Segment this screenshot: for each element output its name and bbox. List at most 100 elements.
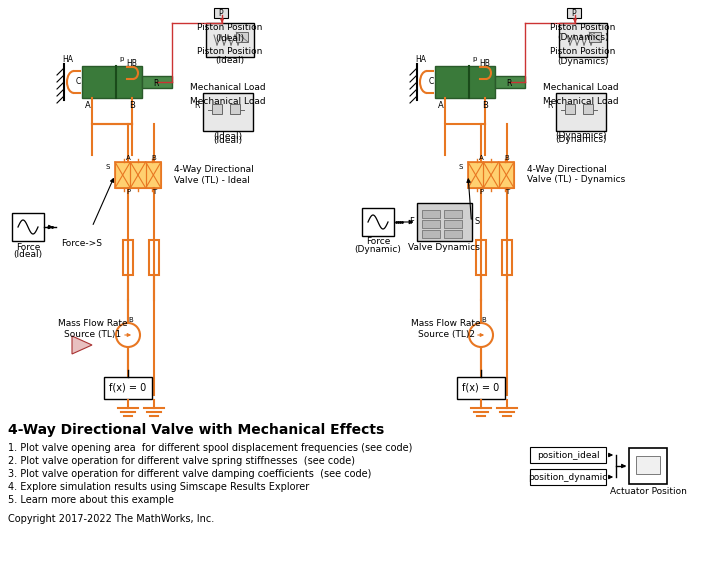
Text: position_dynamic: position_dynamic bbox=[528, 472, 608, 482]
Text: 4-Way Directional Valve with Mechanical Effects: 4-Way Directional Valve with Mechanical … bbox=[8, 423, 384, 437]
Text: C: C bbox=[76, 77, 80, 86]
Bar bbox=[629, 448, 667, 484]
Text: Source (TL)1: Source (TL)1 bbox=[64, 331, 121, 340]
Bar bbox=[495, 76, 525, 88]
Bar bbox=[468, 162, 514, 188]
Text: (Ideal): (Ideal) bbox=[213, 132, 243, 141]
Circle shape bbox=[469, 323, 493, 347]
Text: (Dynamics): (Dynamics) bbox=[557, 34, 609, 42]
Bar bbox=[457, 377, 505, 399]
Text: Mechanical Load: Mechanical Load bbox=[543, 97, 619, 106]
Text: Valve (TL) - Ideal: Valve (TL) - Ideal bbox=[174, 176, 250, 185]
Bar bbox=[468, 162, 484, 188]
Text: B: B bbox=[481, 317, 486, 323]
Text: B: B bbox=[482, 101, 488, 110]
Bar bbox=[12, 213, 44, 241]
Text: P: P bbox=[126, 189, 130, 195]
Bar bbox=[502, 240, 512, 275]
Bar bbox=[444, 230, 462, 238]
Text: f(x) = 0: f(x) = 0 bbox=[109, 383, 147, 393]
Text: position_ideal: position_ideal bbox=[537, 451, 599, 459]
Text: Source (TL)2: Source (TL)2 bbox=[417, 331, 474, 340]
Text: Piston Position: Piston Position bbox=[197, 47, 263, 57]
Circle shape bbox=[116, 323, 140, 347]
Text: P: P bbox=[219, 9, 223, 18]
Bar bbox=[236, 32, 248, 42]
Bar bbox=[131, 162, 145, 188]
Text: R: R bbox=[153, 80, 159, 89]
Text: A: A bbox=[85, 101, 91, 110]
Text: (Dynamic): (Dynamic) bbox=[354, 245, 402, 255]
Text: Force: Force bbox=[16, 243, 40, 252]
Text: Mechanical Load: Mechanical Load bbox=[190, 82, 266, 92]
Bar bbox=[212, 104, 222, 114]
Text: R: R bbox=[506, 80, 512, 89]
Bar bbox=[206, 23, 254, 57]
Text: Mass Flow Rate: Mass Flow Rate bbox=[58, 319, 128, 328]
Text: R: R bbox=[547, 101, 553, 110]
Text: B: B bbox=[129, 101, 135, 110]
Text: B: B bbox=[152, 155, 156, 161]
Text: P: P bbox=[479, 189, 483, 195]
Text: S: S bbox=[459, 164, 463, 170]
Text: Force: Force bbox=[366, 237, 390, 247]
Bar bbox=[498, 162, 514, 188]
Bar bbox=[123, 240, 133, 275]
Bar bbox=[530, 447, 606, 463]
Bar bbox=[422, 210, 440, 218]
Text: (Dynamics): (Dynamics) bbox=[555, 132, 606, 141]
Bar bbox=[214, 8, 228, 18]
Polygon shape bbox=[72, 336, 92, 354]
Text: HA: HA bbox=[63, 55, 73, 65]
Bar bbox=[362, 208, 394, 236]
Text: (Dynamics): (Dynamics) bbox=[557, 57, 609, 66]
Bar bbox=[230, 104, 240, 114]
Bar bbox=[203, 93, 253, 131]
Text: 4-Way Directional: 4-Way Directional bbox=[174, 165, 253, 173]
Text: Copyright 2017-2022 The MathWorks, Inc.: Copyright 2017-2022 The MathWorks, Inc. bbox=[8, 514, 214, 524]
Text: HB: HB bbox=[479, 58, 491, 67]
Text: HB: HB bbox=[126, 58, 138, 67]
Bar bbox=[636, 456, 660, 474]
Text: F: F bbox=[409, 217, 414, 227]
Bar bbox=[115, 162, 161, 188]
Text: Force->S: Force->S bbox=[61, 240, 102, 248]
Text: S: S bbox=[106, 164, 110, 170]
Bar bbox=[565, 104, 575, 114]
Text: A: A bbox=[438, 101, 444, 110]
Text: T: T bbox=[152, 189, 156, 195]
Bar bbox=[567, 8, 581, 18]
Text: B: B bbox=[128, 317, 133, 323]
Bar bbox=[142, 76, 172, 88]
Bar bbox=[589, 32, 601, 42]
Text: HA: HA bbox=[416, 55, 426, 65]
Bar bbox=[435, 66, 495, 98]
Text: (Ideal): (Ideal) bbox=[215, 34, 244, 42]
Bar bbox=[444, 210, 462, 218]
Text: Actuator Position: Actuator Position bbox=[609, 487, 686, 496]
Bar bbox=[145, 162, 161, 188]
Text: P: P bbox=[572, 9, 576, 18]
Text: Piston Position: Piston Position bbox=[550, 23, 616, 33]
Bar bbox=[417, 203, 472, 241]
Text: p: p bbox=[120, 56, 124, 62]
Text: 4-Way Directional: 4-Way Directional bbox=[527, 165, 606, 173]
Text: Mass Flow Rate: Mass Flow Rate bbox=[411, 319, 481, 328]
Bar bbox=[484, 162, 498, 188]
Text: 3. Plot valve operation for different valve damping coefficients  (see code): 3. Plot valve operation for different va… bbox=[8, 469, 371, 479]
Text: Valve (TL) - Dynamics: Valve (TL) - Dynamics bbox=[527, 176, 626, 185]
Text: Mechanical Load: Mechanical Load bbox=[190, 97, 266, 106]
Text: C: C bbox=[429, 77, 433, 86]
Text: (Ideal): (Ideal) bbox=[215, 57, 244, 66]
Text: A: A bbox=[126, 155, 131, 161]
Bar bbox=[476, 240, 486, 275]
Bar bbox=[530, 469, 606, 485]
Bar bbox=[422, 220, 440, 228]
Text: Piston Position: Piston Position bbox=[197, 23, 263, 33]
Bar bbox=[82, 66, 142, 98]
Text: S: S bbox=[474, 217, 480, 227]
Bar bbox=[149, 240, 159, 275]
Text: f(x) = 0: f(x) = 0 bbox=[462, 383, 500, 393]
Bar bbox=[559, 23, 607, 57]
Text: 1. Plot valve opening area  for different spool displacement frequencies (see co: 1. Plot valve opening area for different… bbox=[8, 443, 412, 453]
